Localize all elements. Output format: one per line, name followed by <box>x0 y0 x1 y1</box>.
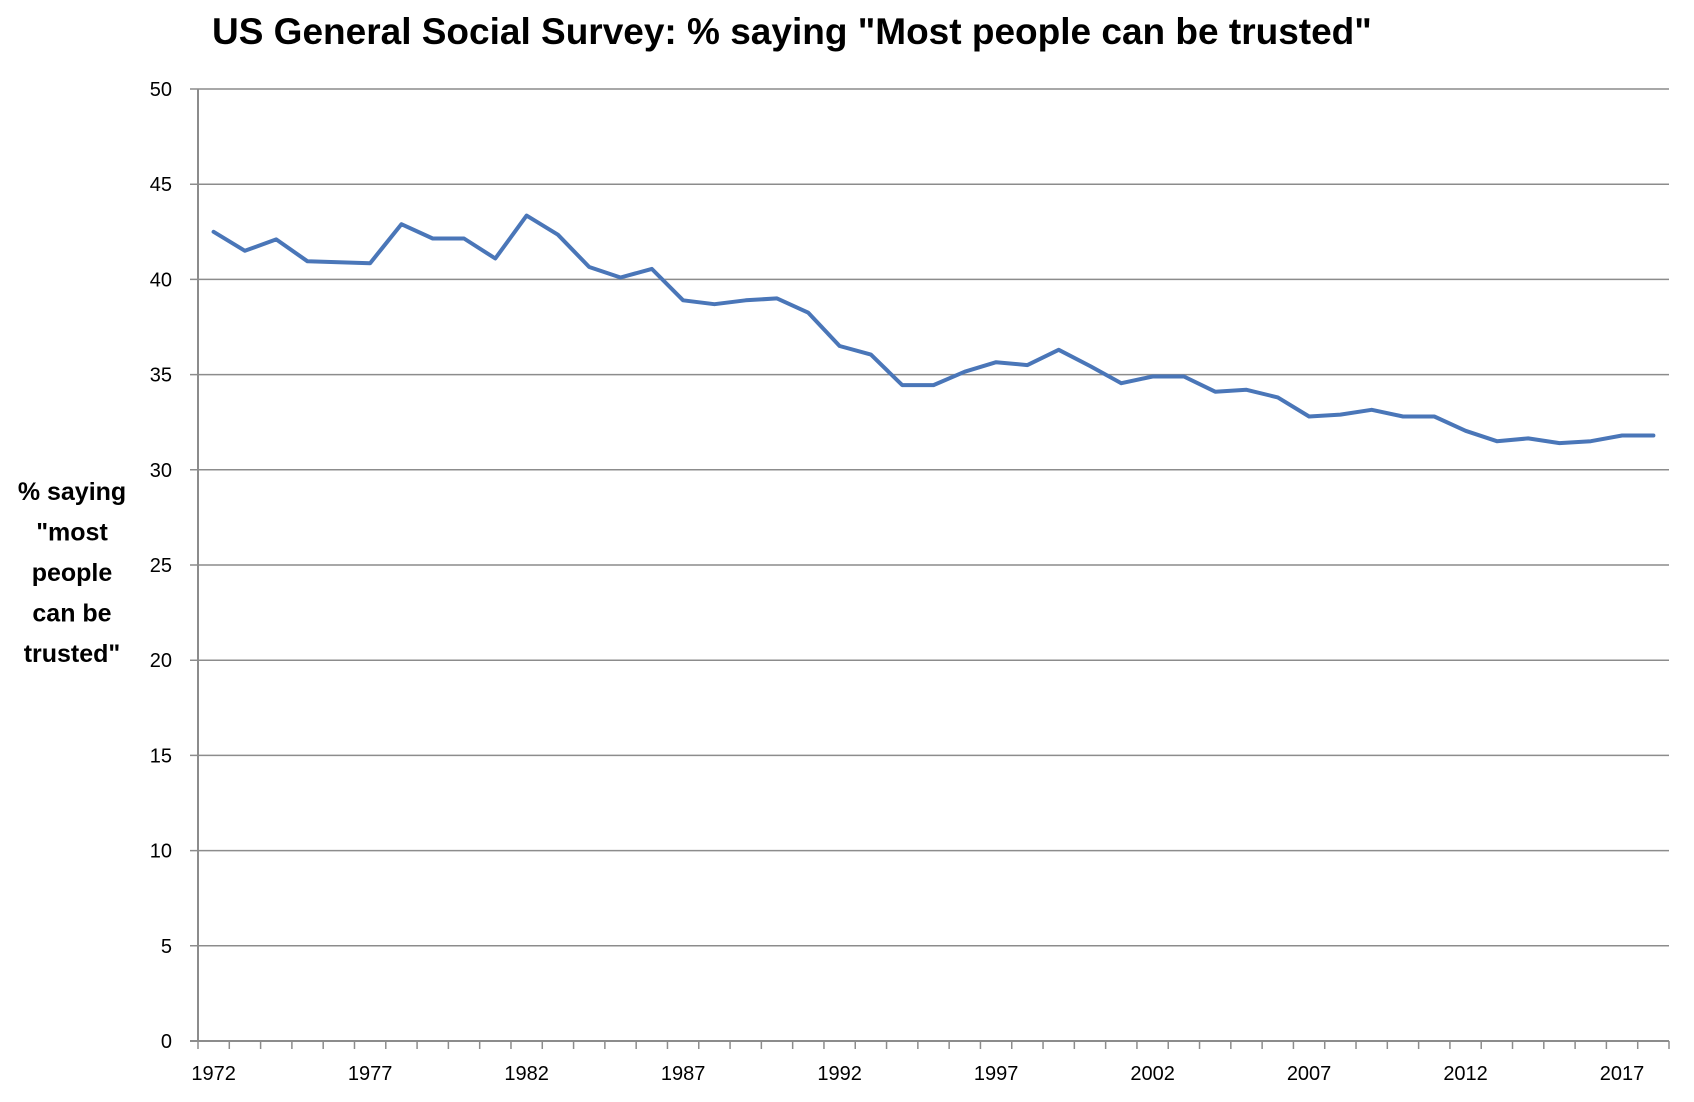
y-axis-title: % saying "most people can be trusted" <box>18 478 126 668</box>
x-tick-label: 2002 <box>1130 1063 1175 1085</box>
y-tick-label: 45 <box>150 174 172 196</box>
y-tick-label: 40 <box>150 269 172 291</box>
series-layer <box>211 213 1656 446</box>
y-tick-label: 5 <box>161 936 172 958</box>
y-axis-title-line: "most <box>36 519 108 547</box>
x-tick-label: 1972 <box>191 1063 236 1085</box>
x-tick-label: 1982 <box>504 1063 549 1085</box>
y-tick-label: 25 <box>150 555 172 577</box>
x-tick-label: 1987 <box>661 1063 706 1085</box>
y-axis-title-line: people <box>32 559 113 587</box>
x-tick-label: 2017 <box>1600 1063 1645 1085</box>
chart-title: US General Social Survey: % saying "Most… <box>212 11 1372 52</box>
y-tick-label: 10 <box>150 841 172 863</box>
y-axis-title-line: % saying <box>18 478 126 506</box>
x-axis-tick-labels: 1972 1977 1982 1987 1992 1997 2002 2007 2012 2017 <box>191 1063 1644 1085</box>
y-axis-title-line: can be <box>32 600 111 628</box>
y-tick-label: 0 <box>161 1031 172 1053</box>
x-tick-label: 1992 <box>817 1063 862 1085</box>
y-axis-title-line: trusted" <box>24 640 121 668</box>
x-tick-label: 2012 <box>1443 1063 1488 1085</box>
y-tick-label: 50 <box>150 79 172 101</box>
x-tick-label: 1997 <box>974 1063 1019 1085</box>
y-tick-label: 35 <box>150 365 172 387</box>
y-tick-label: 20 <box>150 650 172 672</box>
y-axis-tick-labels: 0 5 10 15 20 25 30 35 40 45 50 <box>150 79 172 1053</box>
x-axis-ticks <box>197 1041 1670 1049</box>
y-tick-label: 30 <box>150 460 172 482</box>
x-tick-label: 2007 <box>1287 1063 1332 1085</box>
y-tick-label: 15 <box>150 745 172 767</box>
series-line <box>211 213 1656 446</box>
x-tick-label: 1977 <box>348 1063 393 1085</box>
axes <box>190 89 1669 1042</box>
gridlines <box>190 88 1669 947</box>
